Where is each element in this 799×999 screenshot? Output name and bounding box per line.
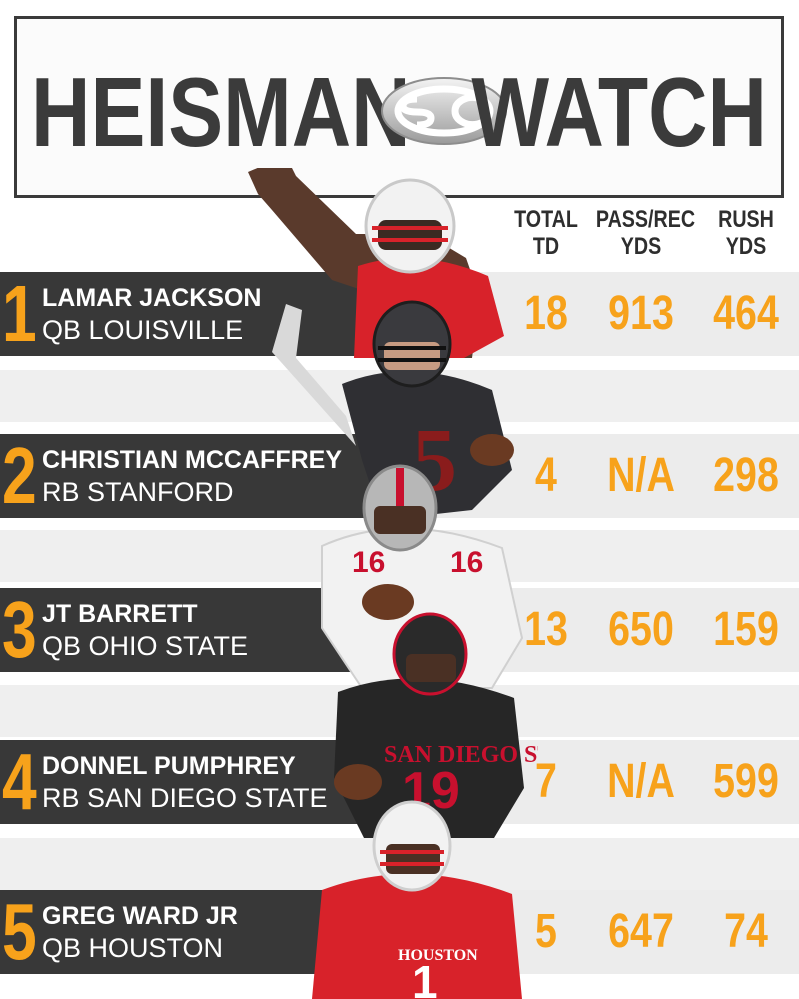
col-header-pass-rec: PASS/REC YDS xyxy=(595,206,696,260)
stat-rush-yds: 159 xyxy=(713,603,779,656)
player-name: GREG WARD JR xyxy=(42,902,238,930)
stat-total-td: 4 xyxy=(535,449,557,502)
player-label-band: 4 DONNEL PUMPHREY RB SAN DIEGO STATE xyxy=(0,740,370,824)
player-photo-5: HOUSTON 1 xyxy=(312,800,522,999)
stat-pass-rec-yds: N/A xyxy=(607,449,675,502)
col-header-line: YDS xyxy=(725,233,767,260)
col-header-total-td: TOTAL TD xyxy=(501,206,591,260)
stat-total-td: 13 xyxy=(524,603,568,656)
stat-total-td: 5 xyxy=(535,905,557,958)
stat-rush-yds: 464 xyxy=(713,287,779,340)
player-position: QB OHIO STATE xyxy=(42,631,249,661)
stat-pass-rec-yds: N/A xyxy=(607,755,675,808)
stat-pass-rec-yds: 650 xyxy=(608,603,674,656)
player-name: LAMAR JACKSON xyxy=(42,284,262,312)
rank-number: 1 xyxy=(2,269,37,358)
player-photo-3: 16 16 xyxy=(321,464,524,689)
title-heisman: HEISMAN xyxy=(31,57,411,167)
stat-rush-yds: 74 xyxy=(724,905,768,958)
col-header-rush: RUSH YDS xyxy=(701,206,791,260)
player-label-band: 1 LAMAR JACKSON QB LOUISVILLE xyxy=(0,272,370,356)
player-position: QB LOUISVILLE xyxy=(42,315,244,345)
player-position: RB SAN DIEGO STATE xyxy=(42,783,328,813)
col-header-line: YDS xyxy=(620,233,662,260)
stat-total-td: 18 xyxy=(524,287,568,340)
player-position: RB STANFORD xyxy=(42,477,234,507)
rank-number: 2 xyxy=(2,431,37,520)
player-label-band: 2 CHRISTIAN MCCAFFREY RB STANFORD xyxy=(0,434,370,518)
player-name: CHRISTIAN MCCAFFREY xyxy=(42,446,342,474)
svg-text:16: 16 xyxy=(450,546,483,579)
col-header-line: PASS/REC xyxy=(595,206,696,233)
stat-pass-rec-yds: 647 xyxy=(608,905,674,958)
svg-text:1: 1 xyxy=(412,956,438,999)
rank-number: 4 xyxy=(2,737,37,826)
player-label-band: 3 JT BARRETT QB OHIO STATE xyxy=(0,588,370,672)
svg-text:16: 16 xyxy=(352,546,385,579)
svg-text:HOUSTON: HOUSTON xyxy=(398,947,478,964)
svg-text:SAN DIEGO STATE: SAN DIEGO STATE xyxy=(384,742,538,768)
player-name: DONNEL PUMPHREY xyxy=(42,752,296,780)
stat-rush-yds: 298 xyxy=(713,449,779,502)
col-header-line: RUSH xyxy=(718,206,774,233)
stat-rush-yds: 599 xyxy=(713,755,779,808)
title-watch: WATCH xyxy=(471,57,767,167)
sc-logo-icon xyxy=(381,77,507,145)
rank-number: 3 xyxy=(2,585,37,674)
col-header-line: TOTAL xyxy=(514,206,578,233)
stat-pass-rec-yds: 913 xyxy=(608,287,674,340)
player-position: QB HOUSTON xyxy=(42,933,224,963)
player-name: JT BARRETT xyxy=(42,600,198,628)
title-banner: HEISMAN WATCH xyxy=(14,16,784,198)
rank-number: 5 xyxy=(2,887,37,976)
player-label-band: 5 GREG WARD JR QB HOUSTON xyxy=(0,890,370,974)
col-header-line: TD xyxy=(532,233,560,260)
stat-total-td: 7 xyxy=(535,755,557,808)
